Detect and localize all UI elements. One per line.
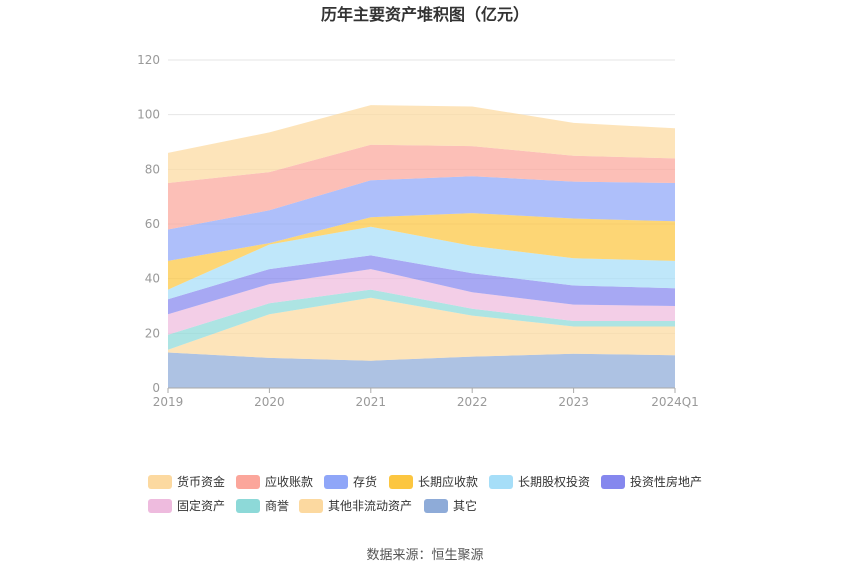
x-tick-label: 2023 bbox=[558, 395, 589, 409]
area-长期应收款 bbox=[168, 213, 675, 290]
legend-swatch[interactable] bbox=[236, 475, 260, 489]
x-tick-label: 2022 bbox=[457, 395, 488, 409]
legend-label[interactable]: 投资性房地产 bbox=[630, 474, 702, 489]
area-固定资产 bbox=[168, 269, 675, 335]
legend-swatch[interactable] bbox=[148, 475, 172, 489]
legend-swatch[interactable] bbox=[424, 499, 448, 513]
y-tick-label: 0 bbox=[152, 381, 160, 395]
area-长期股权投资 bbox=[168, 226, 675, 300]
area-其它 bbox=[168, 352, 675, 388]
legend-label[interactable]: 存货 bbox=[353, 474, 377, 489]
area-其他非流动资产 bbox=[168, 297, 675, 361]
area-货币资金 bbox=[168, 105, 675, 183]
legend-swatch[interactable] bbox=[236, 499, 260, 513]
area-存货 bbox=[168, 176, 675, 261]
legend-label[interactable]: 商誉 bbox=[265, 498, 289, 513]
area-投资性房地产 bbox=[168, 255, 675, 315]
y-tick-label: 60 bbox=[145, 217, 160, 231]
x-tick-label: 2020 bbox=[254, 395, 285, 409]
axes: 0 20 40 60 80 100 120 2019 2020 2021 2022 2023 2024Q… bbox=[137, 53, 699, 409]
legend-swatch[interactable] bbox=[389, 475, 413, 489]
legend-swatch[interactable] bbox=[601, 475, 625, 489]
y-tick-label: 100 bbox=[137, 108, 160, 122]
area-应收账款 bbox=[168, 144, 675, 230]
legend-label[interactable]: 固定资产 bbox=[177, 498, 225, 513]
x-tick-label: 2021 bbox=[356, 395, 387, 409]
legend-label[interactable]: 长期股权投资 bbox=[518, 474, 590, 489]
x-tick-label: 2024Q1 bbox=[651, 395, 699, 409]
legend-label[interactable]: 其他非流动资产 bbox=[328, 499, 412, 513]
source-text: 数据来源：恒生聚源 bbox=[366, 548, 483, 563]
area-series bbox=[168, 105, 675, 388]
chart-title: 历年主要资产堆积图（亿元） bbox=[321, 5, 529, 24]
y-tick-label: 20 bbox=[145, 326, 160, 340]
legend-label[interactable]: 货币资金 bbox=[177, 474, 225, 489]
legend-label[interactable]: 其它 bbox=[453, 498, 477, 513]
x-tick-label: 2019 bbox=[153, 395, 184, 409]
legend-swatch[interactable] bbox=[489, 475, 513, 489]
legend-swatch[interactable] bbox=[324, 475, 348, 489]
y-tick-label: 120 bbox=[137, 53, 160, 67]
legend-label[interactable]: 长期应收款 bbox=[418, 474, 478, 489]
y-tick-label: 40 bbox=[145, 272, 160, 286]
area-商誉 bbox=[168, 289, 675, 350]
legend-swatch[interactable] bbox=[299, 499, 323, 513]
legend-swatch[interactable] bbox=[148, 499, 172, 513]
y-tick-label: 80 bbox=[145, 162, 160, 176]
legend-label[interactable]: 应收账款 bbox=[265, 474, 313, 489]
